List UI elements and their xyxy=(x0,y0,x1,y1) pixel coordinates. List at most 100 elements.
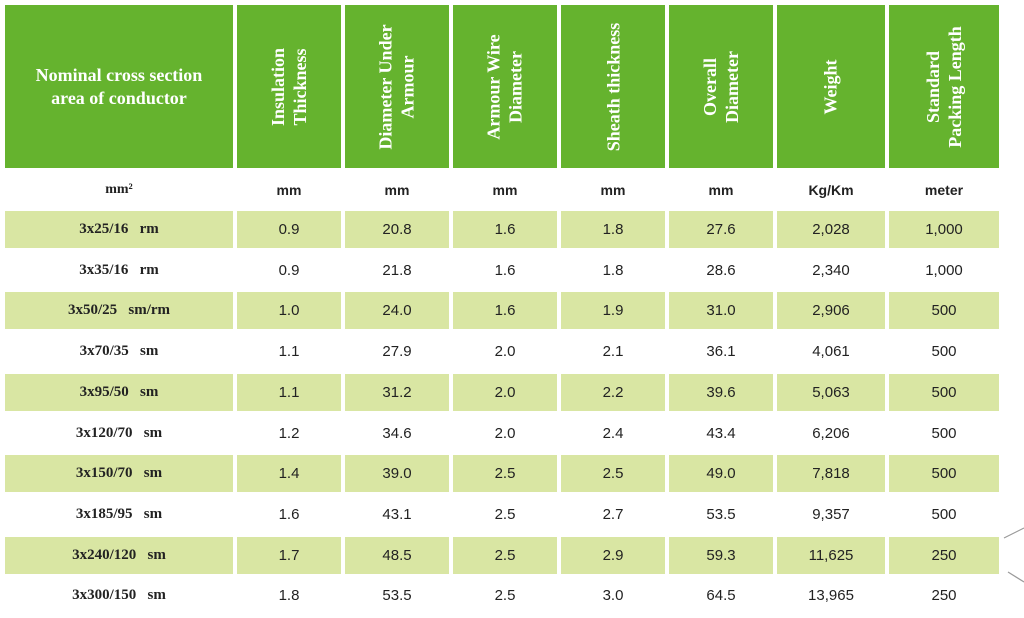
cell-nominal-size: 3x25/16 rm xyxy=(5,211,233,248)
header-overall-diameter: Overall Diameter xyxy=(669,5,773,168)
cell-armour-wire-diameter: 2.5 xyxy=(453,537,557,574)
cell-sheath-thickness: 2.1 xyxy=(602,343,624,360)
cell-diameter-under-armour: 34.6 xyxy=(382,425,412,442)
cell-weight: 4,061 xyxy=(812,343,850,360)
cell-diameter-under-armour: 43.1 xyxy=(382,506,412,523)
cell-diameter-under-armour: 24.0 xyxy=(345,292,449,329)
cell-weight: 6,206 xyxy=(812,425,850,442)
cell-sheath-thickness: 2.2 xyxy=(561,374,665,411)
cell-nominal-size: 3x70/35 sm xyxy=(79,343,159,359)
cell-packing-length: 500 xyxy=(889,374,999,411)
cell-weight: 2,906 xyxy=(777,292,885,329)
unit-nominal-size: mm² xyxy=(105,181,133,197)
unit-diameter-under-armour: mm xyxy=(384,181,410,198)
cell-nominal-size: 3x300/150 sm xyxy=(72,587,166,603)
cell-diameter-under-armour: 27.9 xyxy=(382,343,412,360)
cell-packing-length: 1,000 xyxy=(925,262,963,279)
cell-weight: 11,625 xyxy=(777,537,885,574)
header-insulation-thickness: Insulation Thickness xyxy=(237,5,341,168)
unit-packing-length: meter xyxy=(924,181,964,198)
cell-armour-wire-diameter: 2.5 xyxy=(453,455,557,492)
header-sheath-thickness: Sheath thickness xyxy=(561,5,665,168)
cell-diameter-under-armour: 31.2 xyxy=(345,374,449,411)
cell-insulation-thickness: 1.1 xyxy=(237,374,341,411)
header-armour-wire-diameter: Armour Wire Diameter xyxy=(453,5,557,168)
cell-sheath-thickness: 2.4 xyxy=(602,425,624,442)
cell-nominal-size: 3x50/25 sm/rm xyxy=(5,292,233,329)
cell-overall-diameter: 28.6 xyxy=(706,262,736,279)
cell-sheath-thickness: 3.0 xyxy=(602,587,624,604)
cell-weight: 2,028 xyxy=(777,211,885,248)
cell-overall-diameter: 64.5 xyxy=(706,587,736,604)
cell-sheath-thickness: 1.9 xyxy=(561,292,665,329)
cell-nominal-size: 3x95/50 sm xyxy=(5,374,233,411)
cell-overall-diameter: 43.4 xyxy=(706,425,736,442)
unit-overall-diameter: mm xyxy=(708,181,734,198)
cell-diameter-under-armour: 53.5 xyxy=(382,587,412,604)
unit-armour-wire-diameter: mm xyxy=(492,181,518,198)
cell-sheath-thickness: 2.5 xyxy=(561,455,665,492)
cell-armour-wire-diameter: 2.0 xyxy=(453,374,557,411)
unit-sheath-thickness: mm xyxy=(600,181,626,198)
cell-insulation-thickness: 1.0 xyxy=(237,292,341,329)
cell-insulation-thickness: 0.9 xyxy=(237,211,341,248)
cell-weight: 9,357 xyxy=(812,506,850,523)
cell-armour-wire-diameter: 2.5 xyxy=(494,587,516,604)
cell-overall-diameter: 31.0 xyxy=(669,292,773,329)
cell-insulation-thickness: 1.1 xyxy=(278,343,300,360)
header-label: Insulation Thickness xyxy=(267,47,310,126)
cell-armour-wire-diameter: 2.5 xyxy=(494,506,516,523)
cell-insulation-thickness: 1.6 xyxy=(278,506,300,523)
unit-insulation-thickness: mm xyxy=(276,181,302,198)
cell-nominal-size: 3x35/16 rm xyxy=(79,262,159,278)
cell-packing-length: 500 xyxy=(931,506,957,523)
cell-overall-diameter: 36.1 xyxy=(706,343,736,360)
cell-armour-wire-diameter: 1.6 xyxy=(453,292,557,329)
unit-weight: Kg/Km xyxy=(808,181,854,198)
cell-insulation-thickness: 1.4 xyxy=(237,455,341,492)
cell-armour-wire-diameter: 1.6 xyxy=(453,211,557,248)
cell-weight: 7,818 xyxy=(777,455,885,492)
cell-insulation-thickness: 1.8 xyxy=(278,587,300,604)
header-label: Sheath thickness xyxy=(603,22,623,151)
header-diameter-under-armour: Diameter Under Armour xyxy=(345,5,449,168)
cell-diameter-under-armour: 48.5 xyxy=(345,537,449,574)
header-label: Overall Diameter xyxy=(700,50,742,123)
cell-insulation-thickness: 0.9 xyxy=(278,262,300,279)
cell-packing-length: 500 xyxy=(889,455,999,492)
cell-packing-length: 500 xyxy=(889,292,999,329)
cell-nominal-size: 3x120/70 sm xyxy=(75,425,163,441)
corner-decoration xyxy=(1003,527,1024,583)
cell-weight: 13,965 xyxy=(808,587,854,604)
header-label: Standard Packing Length xyxy=(923,25,965,148)
cell-insulation-thickness: 1.2 xyxy=(278,425,300,442)
cell-sheath-thickness: 1.8 xyxy=(602,262,624,279)
header-label: Armour Wire Diameter xyxy=(484,33,527,140)
cell-sheath-thickness: 2.7 xyxy=(602,506,624,523)
header-packing-length: Standard Packing Length xyxy=(889,5,999,168)
cell-diameter-under-armour: 21.8 xyxy=(382,262,412,279)
cell-packing-length: 500 xyxy=(931,343,957,360)
cell-diameter-under-armour: 39.0 xyxy=(345,455,449,492)
header-nominal-size: Nominal cross section area of conductor xyxy=(5,5,233,168)
cell-overall-diameter: 59.3 xyxy=(669,537,773,574)
cell-diameter-under-armour: 20.8 xyxy=(345,211,449,248)
cell-overall-diameter: 39.6 xyxy=(669,374,773,411)
header-label: Nominal cross section area of conductor xyxy=(35,64,203,108)
cell-nominal-size: 3x150/70 sm xyxy=(5,455,233,492)
cell-nominal-size: 3x185/95 sm xyxy=(75,506,163,522)
cell-packing-length: 500 xyxy=(931,425,957,442)
cell-overall-diameter: 27.6 xyxy=(669,211,773,248)
header-label: Weight xyxy=(820,58,841,115)
header-weight: Weight xyxy=(777,5,885,168)
cell-nominal-size: 3x240/120 sm xyxy=(5,537,233,574)
cell-insulation-thickness: 1.7 xyxy=(237,537,341,574)
header-label: Diameter Under Armour xyxy=(376,23,419,150)
cell-sheath-thickness: 1.8 xyxy=(561,211,665,248)
cell-weight: 2,340 xyxy=(812,262,850,279)
cell-overall-diameter: 49.0 xyxy=(669,455,773,492)
cell-packing-length: 1,000 xyxy=(889,211,999,248)
cell-weight: 5,063 xyxy=(777,374,885,411)
cell-sheath-thickness: 2.9 xyxy=(561,537,665,574)
